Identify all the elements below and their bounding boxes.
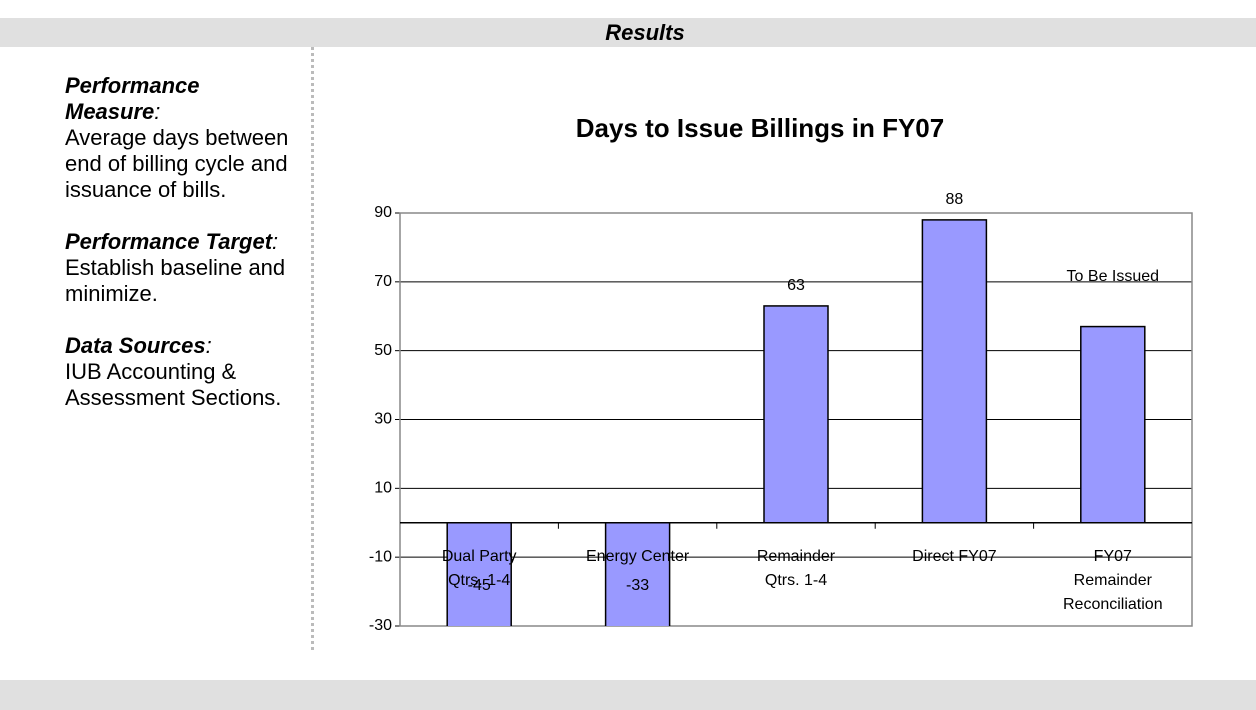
sidebar-heading: Data Sources (65, 333, 206, 358)
y-tick-label: 70 (374, 273, 392, 290)
sidebar-text: Average days between end of billing cycl… (65, 125, 289, 202)
sidebar-text: Establish baseline and minimize. (65, 255, 286, 306)
value-label: 63 (787, 277, 805, 294)
x-tick-label: Energy Center (586, 548, 690, 565)
sidebar-block: Performance Measure: Average days between… (65, 73, 290, 203)
footer (0, 680, 1256, 710)
bar (446, 522, 512, 626)
annotation: To Be Issued (1067, 268, 1160, 285)
value-label: -45 (468, 577, 491, 594)
sidebar-block: Performance Target: Establish baseline an… (65, 229, 290, 307)
bar (921, 219, 988, 524)
chart: Days to Issue Billings in FY07 -30 -10 10 3… (369, 113, 1193, 634)
divider (311, 47, 314, 650)
y-tick-label: -30 (369, 617, 392, 634)
sidebar-heading: Performance Measure (65, 73, 200, 124)
header-title: Results (605, 20, 685, 45)
x-tick-label: Direct FY07 (912, 548, 997, 565)
header: Results (0, 18, 1256, 47)
value-label: 88 (946, 191, 964, 208)
sidebar-colon: : (205, 333, 212, 358)
x-tick-label: Dual Party (442, 548, 517, 565)
y-tick-label: -10 (369, 548, 392, 565)
value-label: -33 (626, 577, 649, 594)
sidebar-heading: Performance Target (65, 229, 273, 254)
plot-border (399, 212, 1193, 627)
bar (763, 305, 829, 524)
sidebar-text: IUB Accounting & Assessment Sections. (65, 359, 282, 410)
x-tick-label: FY07 (1094, 548, 1132, 565)
bar (1080, 325, 1146, 524)
y-tick-label: 10 (374, 480, 392, 497)
x-tick-label: Qtrs. 1-4 (448, 572, 510, 589)
sidebar-colon: : (154, 99, 161, 124)
y-tick-label: 50 (374, 342, 392, 359)
plot-bars (446, 219, 1146, 626)
bar (604, 522, 671, 626)
sidebar-block: Data Sources: IUB Accounting & Assessment… (65, 333, 290, 411)
x-tick-label: Reconciliation (1063, 596, 1163, 613)
x-tick-label: Qtrs. 1-4 (765, 572, 827, 589)
y-tick-label: 30 (374, 411, 392, 428)
x-tick-label: Remainder (757, 548, 836, 565)
sidebar-colon: : (272, 229, 279, 254)
chart-title: Days to Issue Billings in FY07 (576, 113, 944, 143)
sidebar: Performance Measure: Average days between… (65, 73, 290, 437)
x-tick-label: Remainder (1074, 572, 1153, 589)
y-tick-label: 90 (374, 204, 392, 221)
